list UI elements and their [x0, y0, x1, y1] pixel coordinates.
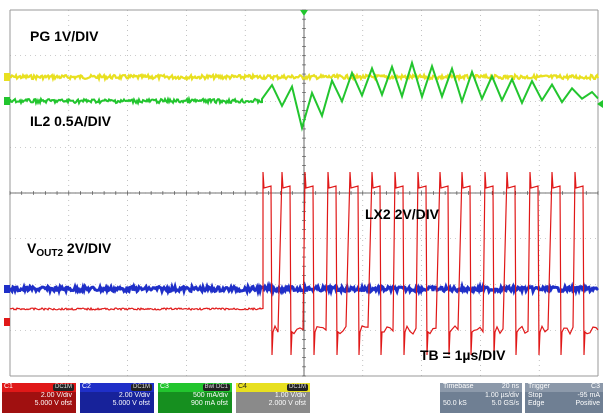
timebase-title: Timebase	[443, 383, 474, 390]
channel-4-vdiv: 1.00 V/div	[274, 392, 306, 399]
il2-label: IL2 0.5A/DIV	[30, 113, 111, 129]
channel-level-marker	[4, 73, 10, 81]
trigger-title: Trigger	[528, 383, 550, 390]
channel-4-id: C4	[238, 383, 247, 390]
channel-4-coupling: DC1M	[286, 384, 308, 391]
channel-4-offset: 2.000 V ofst	[268, 400, 306, 407]
trigger-panel[interactable]: Trigger C3 Stop -95 mA Edge Positive	[525, 383, 603, 413]
pg-label: PG 1V/DIV	[30, 28, 99, 44]
channel-1-id: C1	[4, 383, 13, 390]
timebase-panel[interactable]: Timebase 20 ns 1.00 µs/div 50.0 kS 5.0 GS/…	[440, 383, 522, 413]
timebase-samples: 50.0 kS	[443, 400, 467, 407]
channel-markers	[4, 10, 603, 326]
channel-1-vdiv: 2.00 V/div	[40, 392, 72, 399]
lx2-trace	[9, 171, 599, 356]
channel-level-marker	[4, 97, 10, 105]
channel-level-marker	[4, 318, 10, 326]
lx2-label: LX2 2V/DIV	[365, 206, 439, 222]
channel-level-marker	[4, 285, 10, 293]
channel-1-coupling: DC1M	[52, 384, 74, 391]
channel-2-info[interactable]: C2 DC1M 2.00 V/div 5.000 V ofst	[80, 383, 154, 413]
trigger-mode: Stop	[528, 392, 543, 399]
trigger-level: -95 mA	[577, 392, 600, 399]
trigger-level-marker	[597, 100, 603, 108]
timebase-annotation: TB = 1µs/DIV	[420, 347, 506, 363]
vout2-label: VOUT2 2V/DIV	[27, 240, 112, 259]
channel-1-info[interactable]: C1 DC1M 2.00 V/div 5.000 V ofst	[2, 383, 76, 413]
channel-2-vdiv: 2.00 V/div	[118, 392, 150, 399]
channel-3-vdiv: 500 mA/div	[192, 392, 228, 399]
channel-3-info[interactable]: C3 Bwl DC1 500 mA/div 900 mA ofst	[158, 383, 232, 413]
trigger-type: Edge	[528, 400, 545, 407]
scope-grid	[9, 9, 599, 377]
channel-3-coupling: Bwl DC1	[202, 384, 230, 391]
trigger-position-marker	[300, 10, 308, 16]
channel-3-id: C3	[160, 383, 169, 390]
scope-traces	[8, 59, 600, 356]
channel-4-info[interactable]: C4 DC1M 1.00 V/div 2.000 V ofst	[236, 383, 310, 413]
channel-3-offset: 900 mA ofst	[191, 400, 228, 407]
il2-trace	[9, 59, 599, 132]
channel-2-id: C2	[82, 383, 91, 390]
pg-trace	[9, 71, 600, 83]
channel-2-offset: 5.000 V ofst	[112, 400, 150, 407]
trigger-channel: C3	[591, 383, 600, 390]
timebase-rate: 1.00 µs/div	[485, 392, 519, 399]
timebase-sample-rate: 5.0 GS/s	[491, 400, 519, 407]
trigger-slope: Positive	[575, 400, 600, 407]
channel-1-offset: 5.000 V ofst	[34, 400, 72, 407]
timebase-delay: 20 ns	[501, 383, 519, 390]
channel-2-coupling: DC1M	[130, 384, 152, 391]
